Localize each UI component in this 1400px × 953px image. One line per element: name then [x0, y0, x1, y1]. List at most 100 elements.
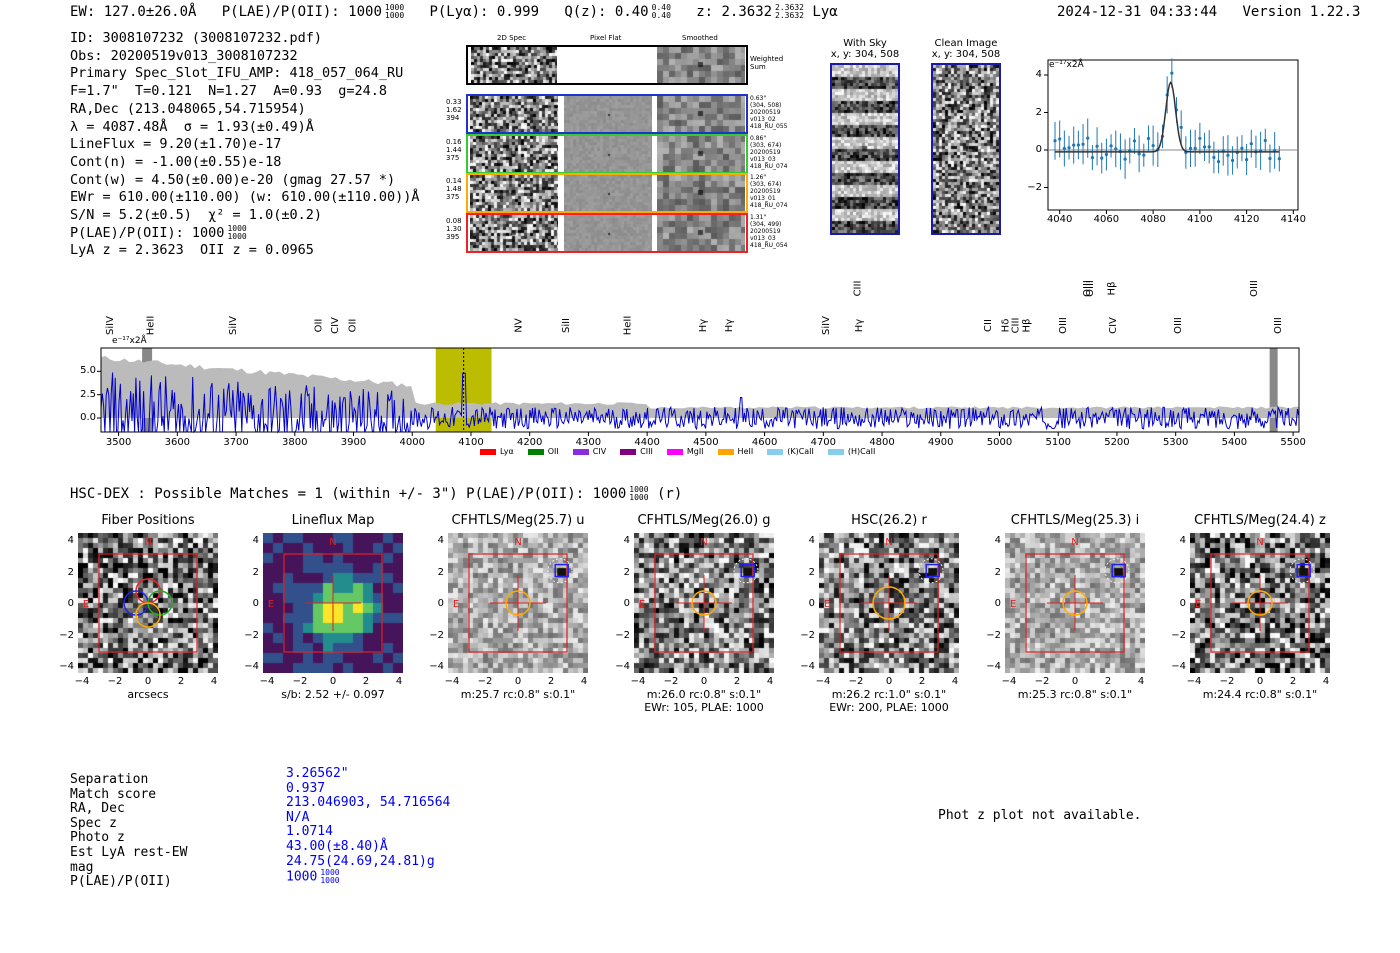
info-lineflux: LineFlux = 9.20(±1.70)e-17 — [70, 136, 282, 153]
full-spectrum — [97, 347, 1300, 436]
panel-ytick: −2 — [615, 629, 630, 641]
cutout-row-stats-0: 0.33 1.62 394 — [446, 98, 462, 122]
legend-item: CIII — [620, 447, 653, 456]
panel-sub2-3: EWr: 105, PLAE: 1000 — [644, 701, 764, 714]
info-sn: S/N = 5.2(±0.5) χ² = 1.0(±0.2) — [70, 207, 322, 224]
legend-item: OII — [527, 447, 559, 456]
ew-value: EW: 127.0±26.0Å — [70, 4, 197, 20]
match-value-4: 1.0714 — [286, 824, 333, 840]
spectral-line-label: OIII — [1172, 317, 1184, 334]
cutout-row-3 — [466, 212, 748, 253]
panel-xtick: −4 — [259, 676, 275, 687]
panel-ytick: −4 — [59, 661, 74, 672]
col-2d-spec: 2D Spec — [497, 34, 527, 42]
panel-title-6: CFHTLS/Meg(24.4) z — [1194, 513, 1326, 528]
panel-ytick: 4 — [994, 535, 1001, 546]
cutout-row-stats-2: 0.14 1.48 375 — [446, 177, 462, 201]
spectrum-xtick: 4100 — [458, 437, 484, 448]
match-value-2: 213.046903, 54.716564 — [286, 795, 451, 811]
spectrum-xtick: 5000 — [986, 437, 1013, 448]
north-label: N — [1256, 537, 1263, 548]
panel-xtick: 0 — [514, 676, 522, 687]
spectrum-xtick: 3700 — [223, 437, 249, 448]
panel-ytick: −4 — [244, 661, 259, 672]
spectrum-xtick: 5200 — [1104, 437, 1130, 448]
match-label-7: P(LAE)/P(OII) — [70, 874, 172, 890]
panel-sub1-5: m:25.3 rc:0.8" s:0.1" — [1017, 688, 1133, 701]
spectral-line-label: Hγ — [698, 318, 710, 333]
spectrum-unit: e⁻¹⁷x2Å — [112, 336, 147, 346]
panel-ytick: 0 — [437, 598, 444, 609]
spectral-line-label: NV — [513, 318, 525, 333]
zoom-ytick: 4 — [1035, 69, 1042, 80]
legend-item: HeII — [717, 447, 753, 456]
spectral-line-label: Hβ — [1021, 318, 1033, 333]
panel-title-1: Lineflux Map — [291, 513, 375, 528]
spectral-line-label: SiII — [560, 317, 572, 334]
panel-xtick: −4 — [1186, 676, 1202, 687]
weighted-sum-row — [466, 45, 748, 85]
match-label-3: Spec z — [70, 815, 117, 831]
spectral-line-label: CIV — [329, 317, 341, 334]
spectrum-xtick: 4600 — [751, 437, 778, 448]
match-label-0: Separation — [70, 772, 149, 787]
spectrum-xtick: 4300 — [575, 437, 602, 448]
clean-image — [931, 63, 1001, 235]
col-pixel-flat: Pixel Flat — [590, 34, 622, 42]
panel-ytick: 2 — [437, 566, 444, 578]
panel-xtick: 0 — [144, 676, 152, 687]
line-id: Lyα — [812, 4, 838, 20]
col-smoothed: Smoothed — [682, 34, 718, 42]
match-values: 3.26562" 0.937 213.046903, 54.716564 N/A… — [286, 766, 451, 885]
panel-ytick: 0 — [623, 598, 630, 609]
panel-xtick: 4 — [210, 676, 218, 687]
spectral-line-label: CIV — [1107, 317, 1119, 334]
spectral-line-label: SiIV — [821, 316, 833, 335]
panel-sub1-1: s/b: 2.52 +/- 0.097 — [281, 688, 385, 701]
clean-image-xy: x, y: 304, 508 — [931, 49, 1001, 60]
cutout-row-meta-3: 1.31" (304, 499) 20200519 v013_03 418_RU_054 — [750, 213, 788, 249]
cutout-row-stats-3: 0.08 1.30 395 — [446, 216, 462, 241]
info-lyaz: LyA z = 2.3623 OII z = 0.0965 — [70, 242, 314, 259]
legend-item: (H)CaII — [827, 447, 875, 456]
match-label-2: RA, Dec — [70, 801, 125, 817]
spectrum-ytick: 5.0 — [80, 365, 96, 377]
panel-sub1-2: m:25.7 rc:0.8" s:0.1" — [460, 688, 576, 701]
east-label: E — [453, 599, 459, 610]
plya-value: P(Lyα): 0.999 — [429, 4, 540, 20]
info-contn: Cont(n) = -1.00(±0.55)e-18 — [70, 153, 282, 170]
spectrum-xtick: 4900 — [928, 437, 954, 448]
spectrum-xtick: 5300 — [1162, 437, 1189, 448]
info-contw: Cont(w) = 4.50(±0.00)e-20 (gmag 27.57 *) — [70, 171, 396, 188]
line-zoom-plot — [1044, 58, 1299, 214]
panel-xtick: 2 — [918, 676, 926, 687]
timestamp-version: 2024-12-31 04:33:44 Version 1.22.3 — [1057, 4, 1360, 20]
z-value: z: 2.3632 — [696, 4, 773, 20]
panel-ytick: −4 — [800, 661, 815, 672]
panel-ytick: 4 — [1179, 535, 1186, 546]
panel-xtick: −2 — [663, 676, 679, 687]
qz-value: Q(z): 0.40 — [564, 4, 649, 20]
match-label-4: Photo z — [70, 830, 125, 846]
panel-sub1-4: m:26.2 rc:1.0" s:0.1" — [831, 688, 947, 701]
panel-xtick: 0 — [700, 676, 708, 687]
east-label: E — [824, 599, 830, 610]
east-label: E — [1010, 599, 1016, 610]
spectrum-xtick: 3800 — [282, 437, 308, 448]
panel-sub2-4: EWr: 200, PLAE: 1000 — [829, 701, 949, 714]
panel-xtick: −2 — [292, 676, 308, 687]
panel-ytick: −2 — [1171, 629, 1186, 641]
spectrum-xtick: 5500 — [1280, 437, 1306, 448]
spectrum-xtick: 5100 — [1045, 437, 1071, 448]
panel-ytick: 0 — [808, 598, 815, 609]
panel-ytick: 4 — [808, 535, 815, 546]
detection-info: ID: 3008107232 (3008107232.pdf) Obs: 202… — [70, 30, 420, 260]
panel-xtick: 0 — [1256, 676, 1264, 687]
panel-ytick: 0 — [67, 598, 74, 609]
north-label: N — [144, 537, 151, 548]
zoom-xtick: 4120 — [1233, 214, 1260, 225]
